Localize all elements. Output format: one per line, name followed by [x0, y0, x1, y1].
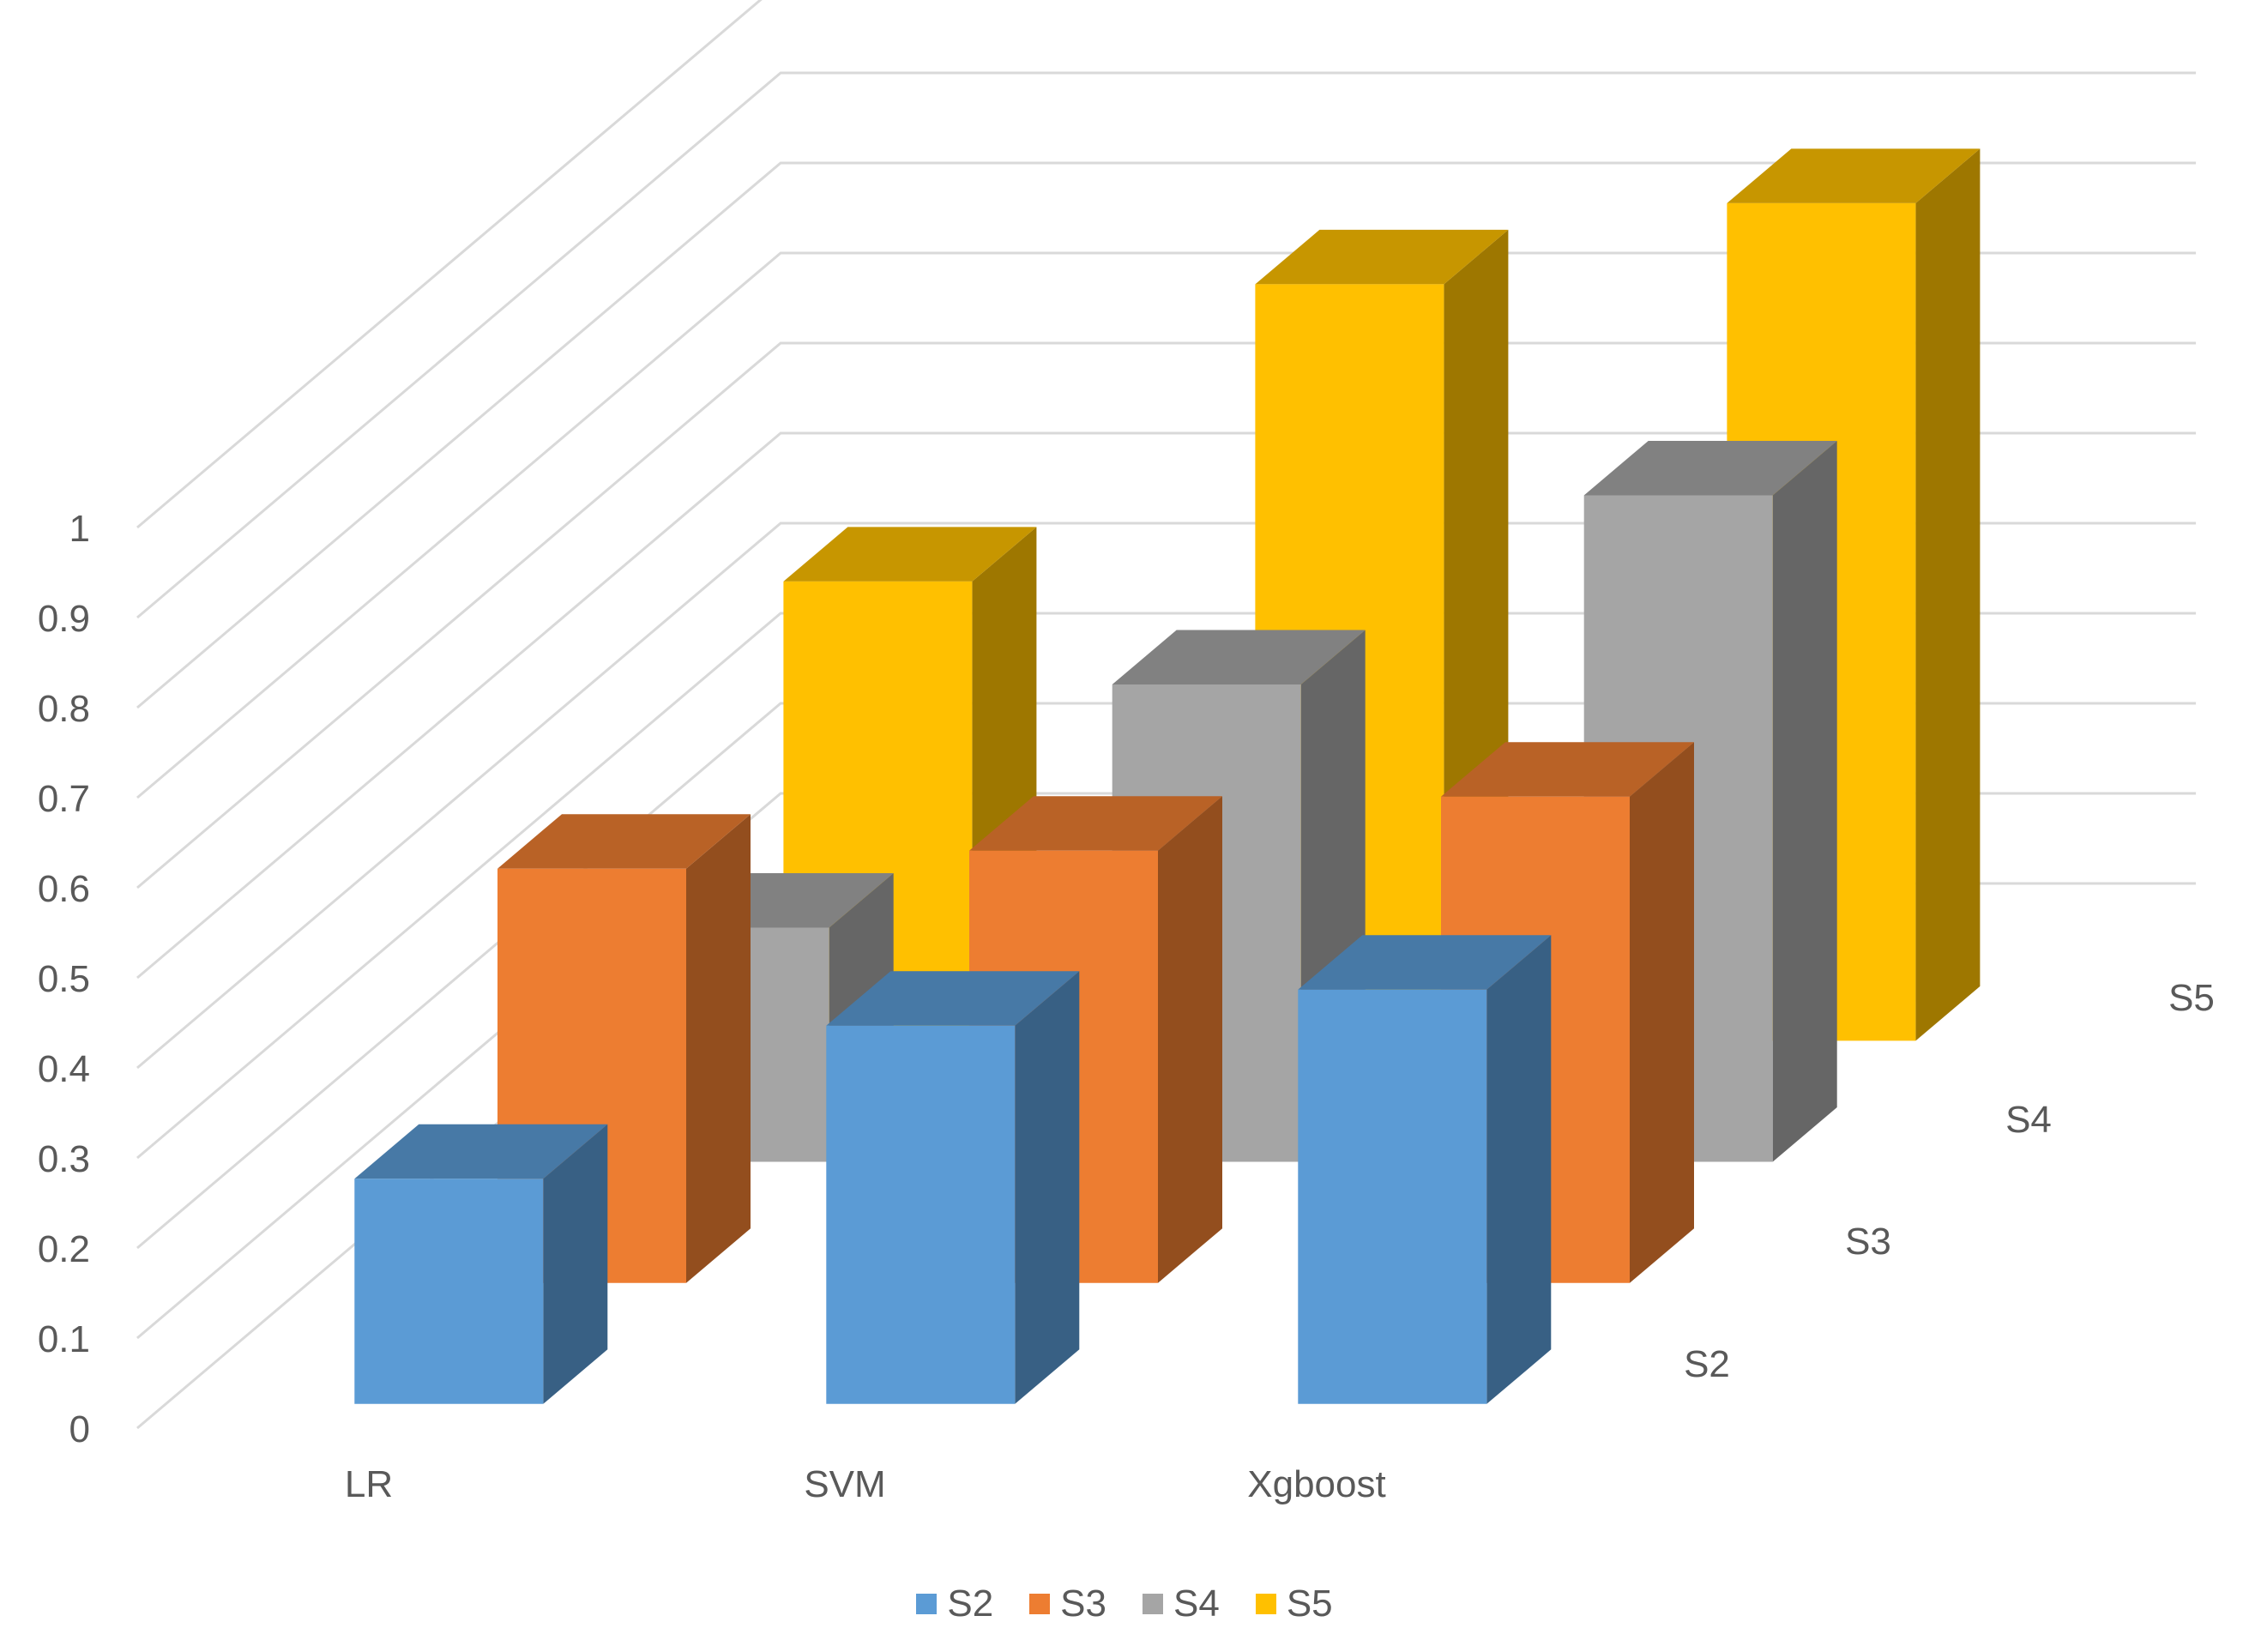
depth-label: S2	[1684, 1343, 1730, 1385]
legend-label: S5	[1286, 1583, 1333, 1625]
y-tick-label: 0.8	[38, 688, 90, 730]
category-label: Xgboost	[1247, 1463, 1385, 1505]
legend-swatch	[1029, 1594, 1051, 1614]
depth-label: S5	[2168, 977, 2215, 1019]
y-tick-label: 0.6	[38, 868, 90, 910]
gridline	[136, 431, 2197, 980]
category-label: LR	[345, 1463, 393, 1505]
y-tick-label: 0.7	[38, 778, 90, 820]
bars	[354, 148, 1981, 1404]
gridline	[136, 341, 2197, 889]
legend-swatch	[1143, 1594, 1163, 1614]
bar-S2-LR	[354, 1124, 608, 1404]
depth-label: S3	[1845, 1221, 1891, 1263]
legend: S2 S3 S4 S5	[0, 1578, 2249, 1630]
legend-label: S3	[1060, 1583, 1106, 1625]
gridline	[136, 0, 763, 529]
y-tick-label: 0.4	[38, 1048, 90, 1090]
gridline	[136, 161, 2197, 709]
legend-label: S4	[1173, 1583, 1220, 1625]
y-tick-label: 0	[69, 1408, 90, 1450]
y-tick-label: 0.9	[38, 598, 90, 640]
y-tick-label: 0.3	[38, 1138, 90, 1180]
y-tick-label: 0.2	[38, 1228, 90, 1270]
y-tick-label: 0.1	[38, 1318, 90, 1360]
bar-S2-SVM	[826, 971, 1080, 1404]
gridlines	[136, 0, 2197, 1430]
y-tick-label: 0.5	[38, 958, 90, 1000]
legend-label: S2	[947, 1583, 994, 1625]
depth-label: S4	[2005, 1099, 2052, 1141]
legend-item: S3	[1029, 1583, 1106, 1625]
legend-item: S4	[1143, 1583, 1220, 1625]
bar-S2-Xgboost	[1298, 935, 1552, 1404]
legend-item: S2	[916, 1583, 993, 1625]
gridline	[136, 251, 2197, 799]
legend-swatch	[916, 1594, 938, 1614]
axis-labels: LR SVM Xgboost S2 S3 S4 S5	[345, 977, 2215, 1505]
legend-item: S5	[1255, 1583, 1333, 1625]
y-axis-ticks: 0 0.1 0.2 0.3 0.4 0.5 0.6 0.7 0.8 0.9 1	[38, 508, 90, 1450]
gridline	[136, 71, 2197, 619]
y-tick-label: 1	[69, 508, 90, 550]
legend-swatch	[1255, 1594, 1276, 1614]
category-label: SVM	[804, 1463, 885, 1505]
